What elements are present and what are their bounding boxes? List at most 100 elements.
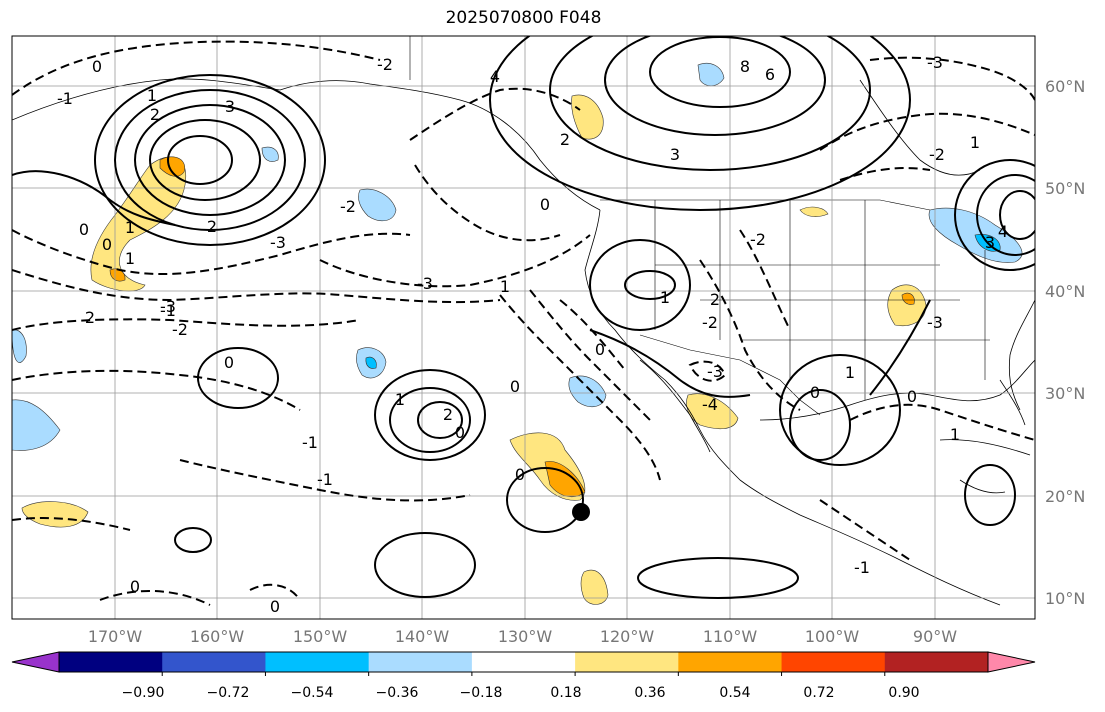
contour-label: -3 <box>927 53 943 72</box>
lon-label: 110°W <box>703 627 758 646</box>
colorbar-tick-label: 0.90 <box>888 685 919 701</box>
colorbar-tick-label: 0.18 <box>550 685 581 701</box>
contour-label: 1 <box>395 390 405 409</box>
contour-neg-tropic-1 <box>99 590 211 606</box>
contour-pos-tropic-2 <box>637 557 799 599</box>
lon-label: 140°W <box>395 627 450 646</box>
colorbar-ticks: −0.90 −0.72 −0.54 −0.36 −0.18 0.18 0.36 … <box>122 685 920 701</box>
east-coast <box>1008 299 1035 411</box>
lon-label: 90°W <box>913 627 957 646</box>
contour-label: 2 <box>85 308 95 327</box>
contour-pos-aleut-2 <box>114 89 306 231</box>
lon-label: 130°W <box>498 627 553 646</box>
shade-negative-mid-pacific-core <box>365 356 377 369</box>
contour-label: 1 <box>970 133 980 152</box>
colorbar-tick-label: 0.72 <box>803 685 834 701</box>
shade-negative-cal-offshore <box>568 375 607 408</box>
contour-label: 1 <box>845 363 855 382</box>
contour-label: 3 <box>985 233 995 252</box>
alaska-coast <box>12 78 601 211</box>
shade-positive-bc <box>571 94 604 140</box>
contour-neg-cal-1 <box>499 294 661 481</box>
shade-negative-west-edge2 <box>12 329 27 363</box>
colorbar-tick-label: −0.36 <box>376 685 419 701</box>
lat-label: 20°N <box>1045 487 1085 506</box>
contour-label: 2 <box>560 130 570 149</box>
contour-neg-west-2 <box>12 229 411 275</box>
florida <box>999 379 1026 426</box>
contour-label: -2 <box>702 313 718 332</box>
negative-contours <box>12 40 1035 606</box>
contour-label: 1 <box>125 249 135 268</box>
contour-neg-gulf-3 <box>319 234 591 288</box>
contour-pos-west-small <box>197 347 279 409</box>
contour-neg-tropic-3 <box>179 459 471 502</box>
colorbar-segment <box>471 652 576 672</box>
contour-label: -2 <box>750 230 766 249</box>
contour-neg-west-1 <box>12 40 381 96</box>
contour-pos-gulf <box>964 464 1016 526</box>
contour-pos-aleut-5 <box>167 135 233 185</box>
map-area <box>12 36 1035 619</box>
contour-labels: 0 -1 1 2 3 4 -2 -3 6 8 0 2 3 1 2 -2 -3 -… <box>57 53 1008 616</box>
contour-label: -2 <box>377 55 393 74</box>
contour-label: 0 <box>510 377 520 396</box>
colorbar-tick-label: −0.72 <box>207 685 250 701</box>
colorbar-tick-label: 0.54 <box>719 685 750 701</box>
contour-label: -3 <box>707 362 723 381</box>
contour-label: 0 <box>540 195 550 214</box>
contour-pos-west-band <box>12 170 176 226</box>
map-title: 2025070800 F048 <box>445 8 602 28</box>
contour-label: -2 <box>340 197 356 216</box>
contour-label: 1 <box>500 277 510 296</box>
shade-positive-midwest <box>887 284 927 326</box>
contour-label: 0 <box>515 465 525 484</box>
shade-negative-canada <box>697 62 725 87</box>
contour-pos-texas <box>779 354 901 466</box>
shade-positive-mexico <box>686 393 739 429</box>
positive-contours <box>12 36 1035 599</box>
lat-axis: 60°N 50°N 40°N 30°N 20°N 10°N <box>1045 77 1085 608</box>
contour-label: 4 <box>490 67 500 86</box>
contour-label: 1 <box>147 86 157 105</box>
contour-label: 2 <box>207 217 217 236</box>
lat-label: 10°N <box>1045 589 1085 608</box>
colorbar-segment <box>59 652 163 672</box>
contour-pos-aleut-3 <box>134 104 286 216</box>
contour-label: -1 <box>160 301 176 320</box>
contour-label: 0 <box>810 383 820 402</box>
contour-label: -1 <box>302 433 318 452</box>
contour-pos-canada-1 <box>489 36 911 211</box>
lat-label: 60°N <box>1045 77 1085 96</box>
colorbar-tick-label: −0.90 <box>122 685 165 701</box>
contour-neg-cal-2 <box>529 289 651 421</box>
contour-neg-gulf-1 <box>409 87 581 141</box>
colorbar-tick-label: 0.36 <box>634 685 665 701</box>
lon-label: 160°W <box>190 627 245 646</box>
colorbar-segment <box>678 652 783 672</box>
contour-neg-west-3 <box>12 269 501 304</box>
colorbar-extend-low <box>11 651 60 673</box>
contour-label: 3 <box>670 145 680 164</box>
colorbar-segment <box>575 652 679 672</box>
lon-label: 100°W <box>805 627 860 646</box>
contour-label: -1 <box>317 470 333 489</box>
contour-label: 0 <box>102 235 112 254</box>
contour-label: 0 <box>79 220 89 239</box>
contour-pos-hudson-2 <box>976 174 1035 256</box>
lon-axis: 170°W 160°W 150°W 140°W 130°W 120°W 110°… <box>88 627 957 646</box>
contour-label: 0 <box>92 57 102 76</box>
contour-neg-gulf-2 <box>414 164 561 242</box>
contour-label: 0 <box>224 353 234 372</box>
lon-label: 170°W <box>88 627 143 646</box>
contour-pos-pacific-1 <box>374 369 486 461</box>
contour-pos-pacific-3 <box>417 401 463 439</box>
colorbar-segment <box>265 652 370 672</box>
shade-positive-nd <box>799 206 829 217</box>
contour-pos-canada-2 <box>549 36 871 171</box>
contour-pos-canada-3 <box>604 36 826 136</box>
gridlines <box>12 36 1035 619</box>
contour-neg-central-2 <box>739 229 791 331</box>
contour-neg-east-2 <box>839 167 931 181</box>
